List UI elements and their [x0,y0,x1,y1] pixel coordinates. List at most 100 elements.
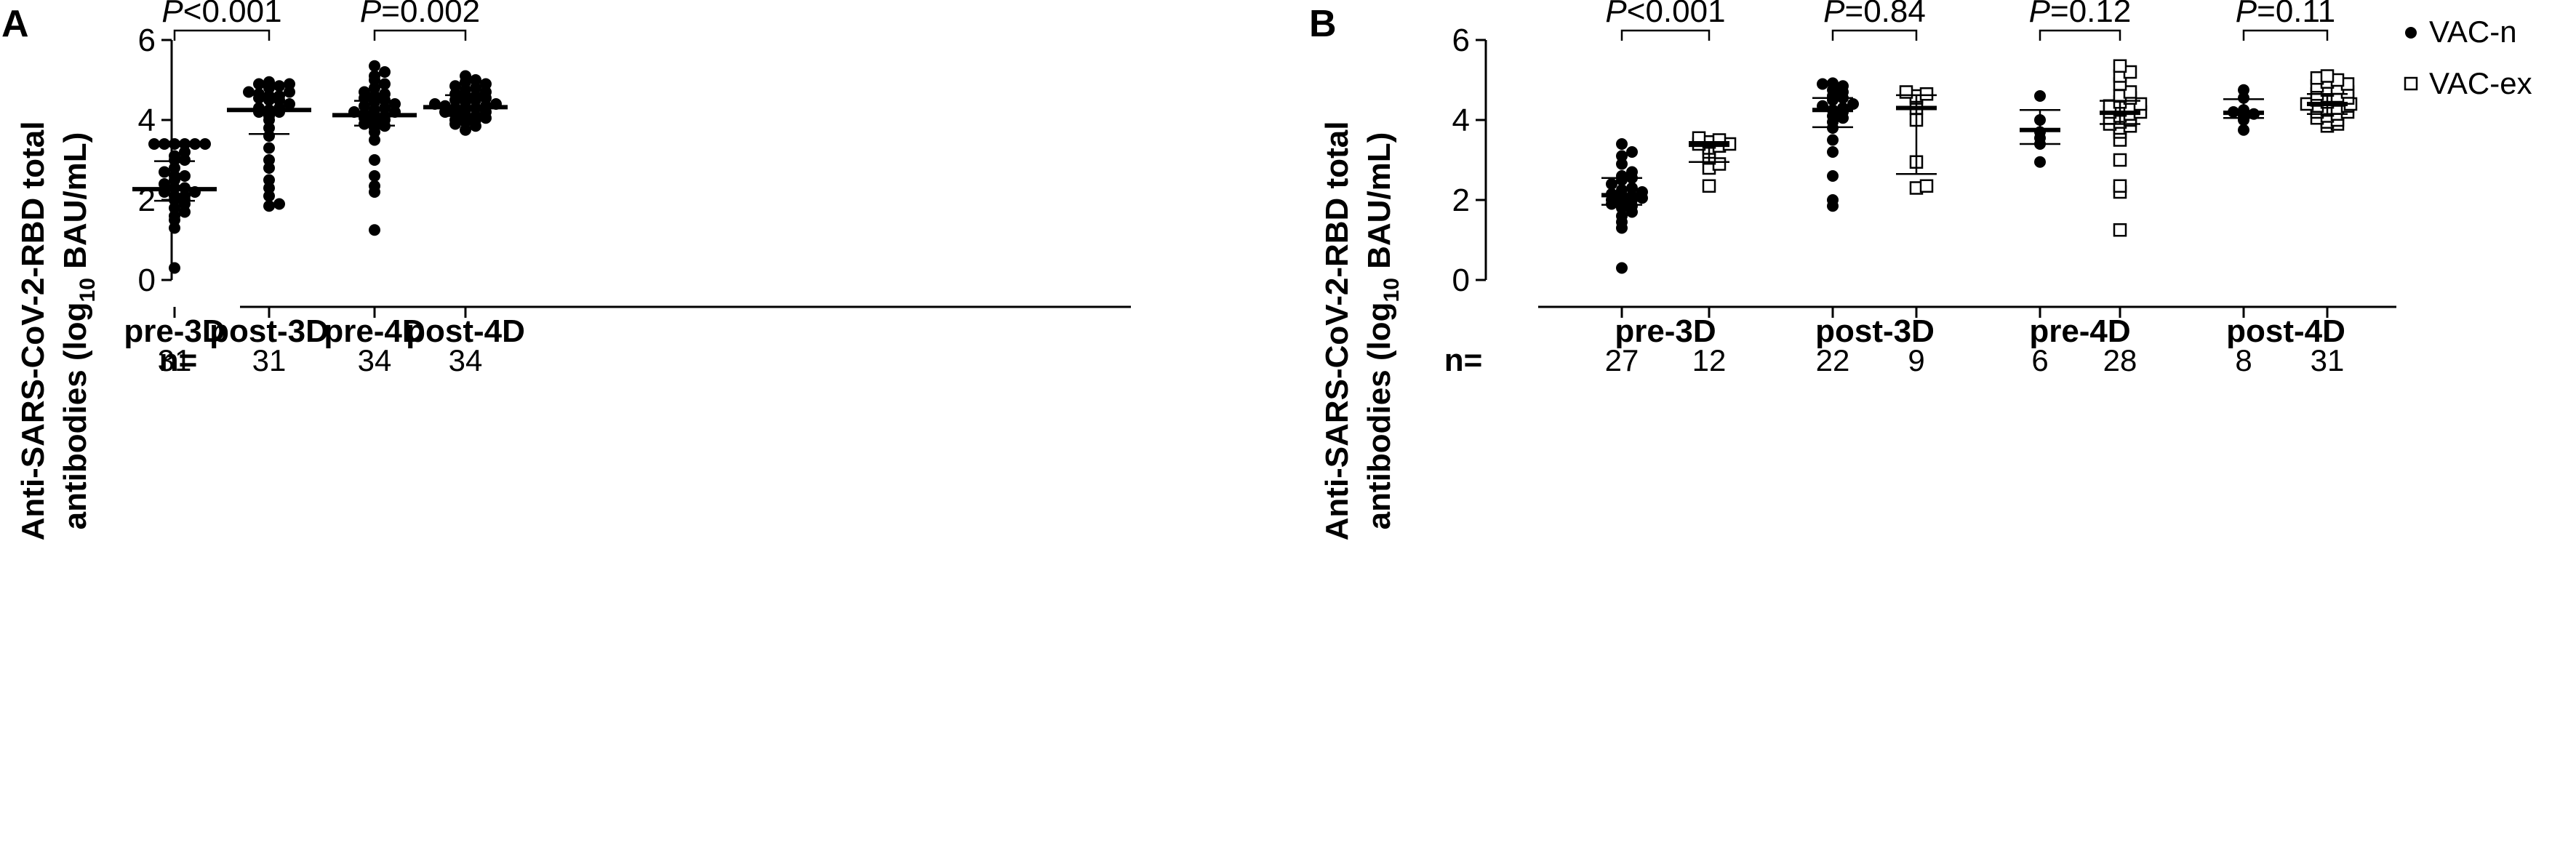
panel-a-point [369,180,380,192]
panel-a-point [379,88,391,100]
p-value-number: =0.11 [2257,0,2335,29]
panel-a-point [159,138,170,150]
panel-b-group-5: 28 [2100,59,2148,377]
panel-b-point-open [1919,87,1934,101]
panel-b-group-1: 12 [1689,131,1737,377]
p-letter: P [2029,0,2051,29]
p-value-number: <0.001 [1627,0,1726,29]
panel-b-point [2238,84,2249,96]
panel-b-ytick-label-4: 4 [1452,103,1470,138]
panel-a-point [359,100,370,112]
panel-b-ytick-label-2: 2 [1452,183,1470,218]
panel-b-point-open [2320,69,2335,83]
panel-b-category-label: pre-3D [1615,313,1716,349]
p-letter: P [2236,0,2257,29]
panel-b-group-6: 8 [2223,84,2264,377]
panel-b-n-value: 12 [1692,343,1727,377]
panel-a-point [243,86,255,98]
panel-a-n-value: 34 [358,343,392,377]
panel-a-point [379,66,391,78]
panel-b-n-value: 9 [1908,343,1924,377]
p-value-number: =0.12 [2050,0,2131,29]
panel-a-point [449,80,461,92]
legend-label-vac-ex: VAC-ex [2429,66,2532,100]
panel-b-point [1827,146,1839,158]
panel-a-point [273,198,285,210]
panel-b-point [2238,92,2249,104]
panel-a-point [179,154,191,166]
panel-b-group-2: 22 [1812,77,1859,377]
panel-a-point [379,78,391,90]
panel-b-p-value: P=0.12 [2029,0,2132,29]
panel-b-point-open [2113,223,2127,237]
panel-b-category-label: post-3D [1815,313,1935,349]
panel-a-point [369,170,380,182]
p-letter: P [161,0,183,29]
panel-b-point [2034,90,2046,102]
panel-b-point-open [2113,179,2127,193]
panel-a-point [169,150,180,162]
panel-b-point [1827,77,1839,89]
panel-a-point [460,124,471,136]
panel-b-point [1616,210,1628,222]
panel-a-point [369,154,380,166]
panel-a-point [148,138,160,150]
panel-a-point [369,134,380,146]
panel-a-point [253,78,265,90]
panel-b-point-open [2113,153,2127,167]
panel-b-point [1827,194,1839,206]
panel-a-point [179,190,191,202]
panel-a-letter: A [1,3,29,45]
panel-a-point [179,170,191,182]
p-letter: P [1823,0,1845,29]
panel-a-point [263,190,275,202]
panel-a-point [159,178,170,190]
legend-filled-marker [2405,27,2417,39]
panel-b-group-0: 27 [1601,138,1648,377]
panel-b-point [1626,166,1638,178]
panel-a-point [179,206,191,218]
panel-b-point [2238,124,2249,136]
panel-a-point [379,102,391,114]
panel-b-ylabel-pre: antibodies (log [1361,302,1397,529]
panel-b-ytick-label-6: 6 [1452,23,1470,58]
panel-a-point [263,154,275,166]
panel-b-n-value: 27 [1605,343,1639,377]
panel-a-p-value: P=0.002 [360,0,480,29]
panel-b-point [1626,146,1638,158]
panel-a-point [369,82,380,94]
panel-a-point [369,60,380,72]
panel-a-category-label: post-3D [209,313,329,349]
panel-b-point [1606,178,1617,190]
panel-b-letter: B [1309,3,1337,45]
panel-b-point [1626,182,1638,194]
panel-a-n-value: 34 [449,343,483,377]
panel-b-point [2034,156,2046,168]
panel-a-point [369,90,380,102]
panel-a-ylabel-pre: antibodies (log [57,302,93,529]
panel-b-n-value: 8 [2235,343,2252,377]
panel-b-point-open [1919,179,1934,193]
panel-a-point [199,138,211,150]
panel-a-n-label: n= [159,343,198,378]
panel-b-point [1847,98,1859,110]
panel-a-point [159,166,170,178]
panel-b-category-label: post-4D [2226,313,2345,349]
legend-label-vac-n: VAC-n [2429,15,2517,49]
panel-b-group-4: 6 [2020,90,2060,377]
panel-a-n-value: 31 [252,343,287,377]
panel-a-comparison-bracket [373,29,467,41]
panel-a-point [263,200,275,212]
panel-a-point [179,146,191,158]
panel-a-point [273,80,285,92]
panel-a-point [480,78,492,90]
panel-b-group-7: 31 [2300,69,2358,377]
panel-a-ylabel-sub: 10 [76,278,100,302]
panel-a-point [179,138,191,150]
panel-b-ylabel-sub: 10 [1380,278,1404,302]
panel-b-n-label: n= [1444,343,1483,378]
panel-b-group-3: 9 [1896,85,1937,377]
panel-a-point [189,138,201,150]
